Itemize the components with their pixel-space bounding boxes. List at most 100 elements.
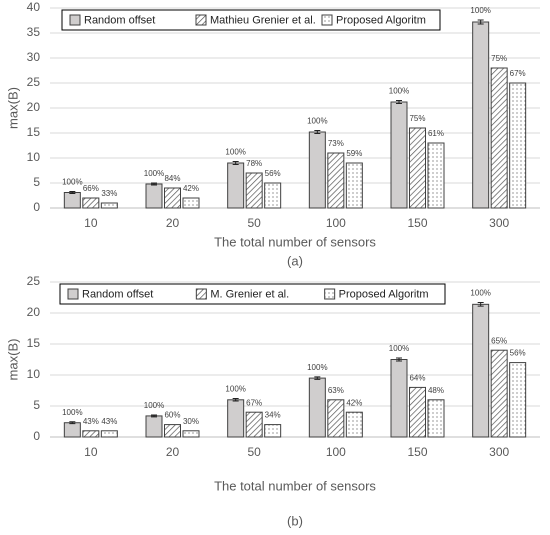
caption: (a) [287, 253, 303, 268]
percent-label: 100% [389, 87, 409, 96]
bar [100, 202, 118, 209]
bar [509, 82, 527, 209]
bar [490, 67, 508, 209]
legend-label: Proposed Algoritm [339, 288, 429, 300]
bar [264, 424, 282, 438]
y-tick-label: 30 [27, 50, 41, 64]
legend-swatch [195, 14, 207, 26]
percent-label: 48% [428, 386, 444, 395]
bar [390, 359, 408, 438]
percent-label: 100% [144, 169, 164, 178]
bar [245, 411, 263, 438]
bar [472, 21, 490, 209]
bar [227, 162, 245, 209]
bar [164, 424, 181, 438]
percent-label: 100% [470, 6, 490, 15]
legend-box [61, 9, 441, 31]
percent-label: 63% [328, 386, 344, 395]
y-axis-label: max(B) [5, 339, 20, 381]
y-tick-label: 15 [27, 336, 41, 350]
bar [509, 362, 527, 438]
bar [164, 187, 181, 209]
legend-label: M. Grenier et al. [210, 288, 289, 300]
percent-label: 67% [246, 398, 262, 407]
error-bar [314, 376, 321, 380]
percent-label: 100% [62, 408, 82, 417]
percent-label: 100% [470, 289, 490, 298]
x-tick-label: 20 [166, 445, 180, 459]
legend-swatch [67, 288, 79, 300]
x-tick-label: 300 [489, 216, 509, 230]
bar [472, 303, 490, 438]
percent-label: 84% [164, 174, 180, 183]
y-tick-label: 20 [27, 305, 41, 319]
bar [427, 142, 445, 209]
x-axis-label: The total number of sensors [214, 478, 376, 493]
percent-label: 30% [183, 417, 199, 426]
legend-swatch [321, 14, 333, 26]
error-bar [151, 414, 157, 418]
y-axis-label: max(B) [5, 87, 20, 129]
bar [182, 197, 200, 209]
y-tick-label: 5 [33, 175, 40, 189]
y-tick-label: 25 [27, 75, 41, 89]
bar [264, 182, 282, 209]
bar [245, 172, 263, 209]
y-tick-label: 0 [33, 429, 40, 443]
percent-label: 75% [409, 114, 425, 123]
bar [63, 422, 81, 438]
percent-label: 60% [164, 411, 180, 420]
x-axis-label: The total number of sensors [214, 234, 376, 249]
x-tick-label: 100 [326, 445, 346, 459]
percent-label: 56% [265, 169, 281, 178]
percent-label: 61% [428, 129, 444, 138]
bar [490, 349, 508, 438]
percent-label: 56% [510, 349, 526, 358]
legend-label: Random offset [84, 14, 155, 26]
bar [82, 197, 100, 209]
percent-label: 73% [328, 139, 344, 148]
percent-label: 42% [183, 184, 199, 193]
x-tick-label: 50 [247, 445, 261, 459]
bar [327, 152, 345, 209]
y-tick-label: 20 [27, 100, 41, 114]
x-tick-label: 50 [247, 216, 261, 230]
percent-label: 43% [101, 417, 117, 426]
error-bar [232, 161, 239, 165]
legend-swatch [195, 288, 207, 300]
bar [409, 386, 426, 438]
percent-label: 100% [307, 363, 327, 372]
bar [182, 430, 200, 438]
bar [390, 101, 408, 209]
percent-label: 66% [83, 184, 99, 193]
error-bar [314, 130, 321, 134]
error-bar [396, 100, 402, 104]
bar [145, 183, 163, 209]
y-tick-label: 25 [27, 274, 41, 288]
y-tick-label: 10 [27, 150, 41, 164]
caption: (b) [287, 513, 303, 528]
bar [82, 430, 100, 438]
x-tick-label: 20 [166, 216, 180, 230]
bar [145, 415, 163, 438]
y-tick-label: 35 [27, 25, 41, 39]
percent-label: 100% [144, 401, 164, 410]
legend-label: Random offset [82, 288, 153, 300]
percent-label: 75% [491, 54, 507, 63]
bar [345, 162, 363, 209]
y-tick-label: 15 [27, 125, 41, 139]
bar [409, 127, 426, 209]
error-bar [396, 357, 402, 362]
y-tick-label: 40 [27, 0, 41, 14]
percent-label: 100% [307, 117, 327, 126]
bar [227, 399, 245, 438]
percent-label: 59% [346, 149, 362, 158]
bar [100, 430, 118, 438]
percent-label: 64% [409, 374, 425, 383]
legend-label: Proposed Algoritm [336, 14, 426, 26]
error-bar [69, 191, 76, 194]
bar [427, 399, 445, 438]
y-tick-label: 5 [33, 398, 40, 412]
